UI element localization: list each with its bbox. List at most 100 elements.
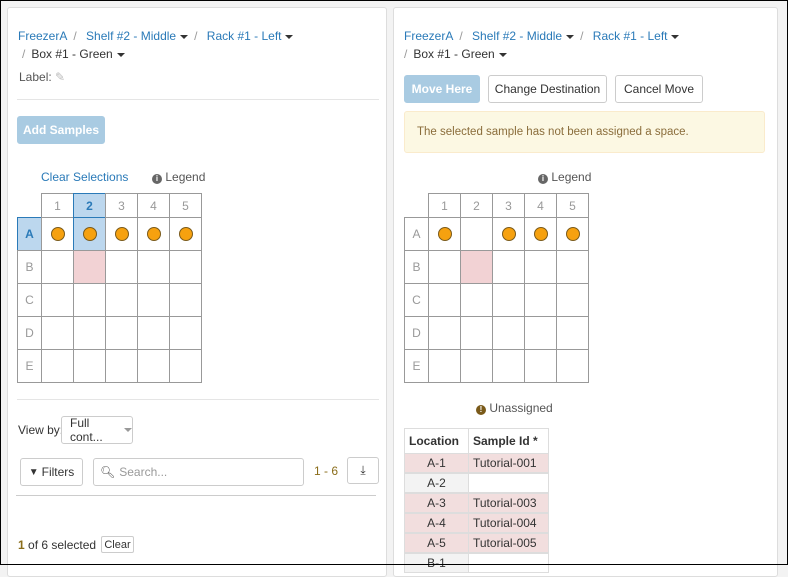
column-header-1[interactable]: 1 (428, 193, 461, 218)
add-samples-button[interactable]: Add Samples (17, 116, 105, 144)
column-header-4[interactable]: 4 (524, 193, 557, 218)
change-destination-button[interactable]: Change Destination (488, 75, 607, 103)
grid-cell-A-2[interactable] (73, 217, 106, 251)
sample-id-cell[interactable] (468, 553, 549, 573)
breadcrumb-rack[interactable]: Rack #1 - Left (207, 29, 294, 43)
row-header-A[interactable]: A (404, 217, 429, 251)
breadcrumb-shelf[interactable]: Shelf #2 - Middle (86, 29, 189, 43)
grid-cell-B-5[interactable] (556, 250, 589, 284)
grid-cell-D-5[interactable] (556, 316, 589, 350)
grid-cell-E-5[interactable] (556, 349, 589, 383)
column-header-4[interactable]: 4 (137, 193, 170, 218)
sample-id-cell[interactable]: Tutorial-005 (468, 533, 549, 553)
row-header-A[interactable]: A (17, 217, 42, 251)
grid-cell-A-3[interactable] (492, 217, 525, 251)
grid-cell-D-3[interactable] (492, 316, 525, 350)
row-header-E[interactable]: E (17, 349, 42, 383)
grid-cell-D-4[interactable] (137, 316, 170, 350)
legend-link[interactable]: i Legend (538, 170, 591, 184)
grid-cell-B-1[interactable] (41, 250, 74, 284)
sample-id-cell[interactable] (468, 473, 549, 493)
grid-cell-E-3[interactable] (492, 349, 525, 383)
grid-cell-C-2[interactable] (460, 283, 493, 317)
sample-id-cell[interactable]: Tutorial-001 (468, 453, 549, 473)
grid-cell-A-1[interactable] (428, 217, 461, 251)
clear-selections-link[interactable]: Clear Selections (41, 170, 129, 184)
row-header-D[interactable]: D (17, 316, 42, 350)
grid-cell-E-3[interactable] (105, 349, 138, 383)
grid-cell-A-3[interactable] (105, 217, 138, 251)
grid-cell-A-1[interactable] (41, 217, 74, 251)
grid-cell-D-1[interactable] (41, 316, 74, 350)
grid-cell-A-4[interactable] (524, 217, 557, 251)
view-by-select[interactable]: Full cont... (61, 416, 133, 444)
breadcrumb-shelf[interactable]: Shelf #2 - Middle (472, 29, 575, 43)
search-input[interactable]: 🔍︎ Search... (93, 458, 304, 486)
grid-cell-E-1[interactable] (41, 349, 74, 383)
grid-cell-B-3[interactable] (492, 250, 525, 284)
filters-button[interactable]: ▼ Filters (20, 458, 83, 486)
breadcrumb-rack[interactable]: Rack #1 - Left (593, 29, 680, 43)
grid-cell-D-1[interactable] (428, 316, 461, 350)
row-header-B[interactable]: B (404, 250, 429, 284)
breadcrumb-box[interactable]: Box #1 - Green (31, 47, 125, 61)
grid-cell-C-5[interactable] (169, 283, 202, 317)
sample-id-cell[interactable]: Tutorial-004 (468, 513, 549, 533)
row-header-C[interactable]: C (17, 283, 42, 317)
grid-cell-B-1[interactable] (428, 250, 461, 284)
grid-cell-E-4[interactable] (137, 349, 170, 383)
grid-cell-A-5[interactable] (556, 217, 589, 251)
grid-cell-E-2[interactable] (73, 349, 106, 383)
grid-cell-A-4[interactable] (137, 217, 170, 251)
row-header-D[interactable]: D (404, 316, 429, 350)
move-here-button[interactable]: Move Here (404, 75, 480, 103)
table-header-1[interactable]: Sample Id * (468, 428, 549, 454)
table-header-0[interactable]: Location (404, 428, 469, 454)
grid-cell-D-5[interactable] (169, 316, 202, 350)
legend-link[interactable]: i Legend (152, 170, 205, 184)
search-icon: 🔍︎ (100, 465, 116, 479)
column-header-2[interactable]: 2 (460, 193, 493, 218)
column-header-2[interactable]: 2 (73, 193, 106, 218)
grid-cell-B-2[interactable] (460, 250, 493, 284)
grid-cell-E-4[interactable] (524, 349, 557, 383)
column-header-5[interactable]: 5 (556, 193, 589, 218)
grid-cell-B-5[interactable] (169, 250, 202, 284)
grid-cell-D-4[interactable] (524, 316, 557, 350)
grid-cell-C-3[interactable] (492, 283, 525, 317)
sample-id-cell[interactable]: Tutorial-003 (468, 493, 549, 513)
grid-cell-B-2[interactable] (73, 250, 106, 284)
grid-cell-C-1[interactable] (41, 283, 74, 317)
clear-selection-button[interactable]: Clear (101, 536, 134, 553)
breadcrumb-freezer[interactable]: FreezerA (18, 29, 68, 43)
grid-cell-D-3[interactable] (105, 316, 138, 350)
grid-cell-C-4[interactable] (137, 283, 170, 317)
breadcrumb-box[interactable]: Box #1 - Green (413, 47, 507, 61)
grid-cell-C-1[interactable] (428, 283, 461, 317)
pencil-icon[interactable]: ✎ (55, 70, 66, 84)
grid-cell-C-2[interactable] (73, 283, 106, 317)
grid-cell-D-2[interactable] (73, 316, 106, 350)
grid-cell-B-4[interactable] (524, 250, 557, 284)
column-header-3[interactable]: 3 (492, 193, 525, 218)
grid-cell-C-4[interactable] (524, 283, 557, 317)
row-header-B[interactable]: B (17, 250, 42, 284)
grid-cell-C-3[interactable] (105, 283, 138, 317)
column-header-3[interactable]: 3 (105, 193, 138, 218)
row-header-E[interactable]: E (404, 349, 429, 383)
grid-cell-E-2[interactable] (460, 349, 493, 383)
breadcrumb-freezer[interactable]: FreezerA (404, 29, 454, 43)
grid-cell-B-4[interactable] (137, 250, 170, 284)
column-header-5[interactable]: 5 (169, 193, 202, 218)
download-button[interactable]: ⤓ (347, 457, 379, 484)
grid-cell-A-5[interactable] (169, 217, 202, 251)
grid-cell-B-3[interactable] (105, 250, 138, 284)
column-header-1[interactable]: 1 (41, 193, 74, 218)
grid-cell-D-2[interactable] (460, 316, 493, 350)
grid-cell-E-5[interactable] (169, 349, 202, 383)
grid-cell-A-2[interactable] (460, 217, 493, 251)
row-header-C[interactable]: C (404, 283, 429, 317)
grid-cell-E-1[interactable] (428, 349, 461, 383)
cancel-move-button[interactable]: Cancel Move (615, 75, 703, 103)
grid-cell-C-5[interactable] (556, 283, 589, 317)
